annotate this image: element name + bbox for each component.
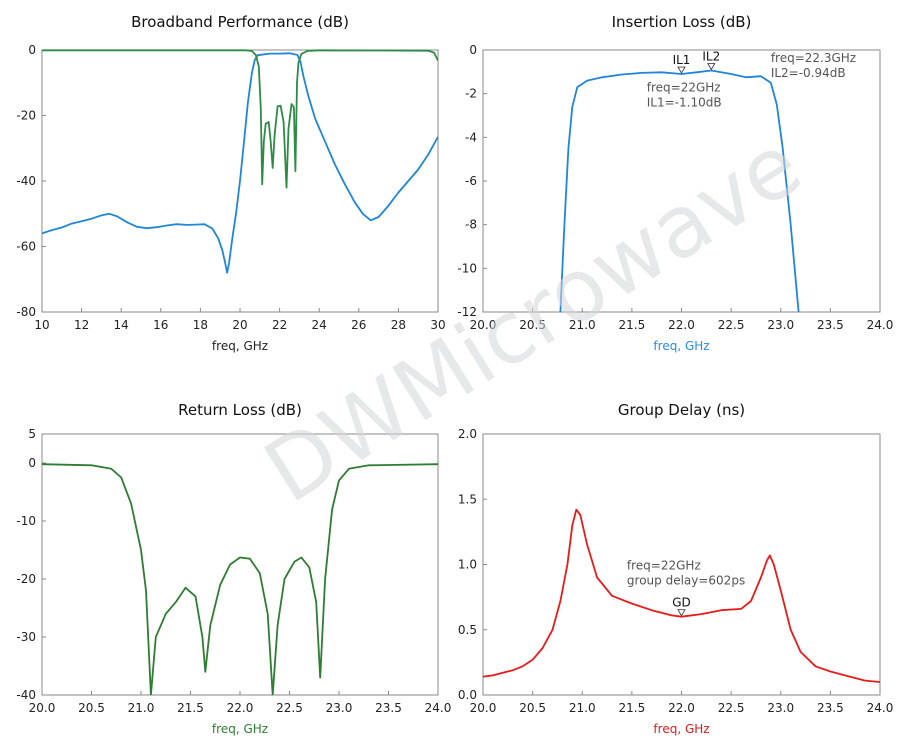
x-tick-label: 20.5: [519, 318, 546, 332]
x-tick-label: 20.0: [470, 701, 497, 715]
marker-readout: group delay=602ps: [627, 574, 745, 588]
y-tick-label: -20: [16, 109, 36, 123]
x-tick-label: 18: [193, 318, 208, 332]
chart-title: Return Loss (dB): [178, 401, 302, 419]
marker-label: IL2: [702, 50, 720, 64]
y-tick-label: -2: [465, 87, 477, 101]
chart-panel-2: Return Loss (dB) 20.0 20.5 21.0 21.5 22.0 22.5…: [16, 401, 451, 736]
y-tick-label: -40: [16, 688, 36, 702]
marker-readout: IL1=-1.10dB: [647, 95, 722, 109]
marker-readout: freq=22GHz: [627, 559, 701, 573]
x-tick-label: 20: [232, 318, 247, 332]
x-axis-label: freq, GHz: [653, 722, 709, 736]
x-tick-label: 24: [312, 318, 327, 332]
x-tick-label: 21.0: [128, 701, 155, 715]
x-tick-label: 20.5: [519, 701, 546, 715]
marker-triangle: [677, 66, 686, 74]
marker-triangle: [677, 609, 686, 617]
x-tick-label: 14: [114, 318, 129, 332]
y-tick-label: -4: [465, 130, 477, 144]
y-tick-label: 2.0: [458, 427, 477, 441]
y-tick-label: -80: [16, 305, 36, 319]
series-line-0: [42, 463, 438, 695]
chart-panel-1: Insertion Loss (dB) 20.0 20.5 21.0 21.5 22.0 2…: [457, 13, 893, 353]
x-tick-label: 23.0: [326, 701, 353, 715]
series-line-0: [42, 52, 438, 274]
y-tick-label: 0: [469, 43, 477, 57]
x-tick-label: 22.0: [668, 701, 695, 715]
x-axis-label: freq, GHz: [212, 722, 268, 736]
series-line-1: [42, 49, 438, 189]
y-tick-label: -40: [16, 174, 36, 188]
chart-panel-3: Group Delay (ns) 20.0 20.5 21.0 21.5 22.0 22.5…: [458, 401, 893, 736]
x-tick-label: 21.5: [177, 701, 204, 715]
y-tick-label: 0: [28, 456, 36, 470]
x-tick-label: 20.0: [29, 701, 56, 715]
x-tick-label: 23.5: [817, 318, 844, 332]
x-tick-label: 23.5: [817, 701, 844, 715]
x-tick-label: 20.5: [78, 701, 105, 715]
x-tick-label: 23.0: [767, 318, 794, 332]
x-tick-label: 21.5: [619, 318, 646, 332]
x-tick-label: 22.0: [227, 701, 254, 715]
y-tick-label: 1.0: [458, 558, 477, 572]
marker-triangle: [706, 63, 716, 71]
x-tick-label: 23.5: [375, 701, 402, 715]
x-tick-label: 22.0: [668, 318, 695, 332]
y-tick-label: -60: [16, 240, 36, 254]
x-tick-label: 24.0: [425, 701, 452, 715]
x-tick-label: 28: [391, 318, 406, 332]
x-tick-label: 23.0: [767, 701, 794, 715]
x-tick-label: 16: [153, 318, 168, 332]
x-axis-label: freq, GHz: [653, 339, 709, 353]
chart-panel-0: Broadband Performance (dB) 10 12 14 16 18 20 22…: [16, 13, 445, 353]
y-tick-label: -20: [16, 572, 36, 586]
marker-readout: freq=22GHz: [647, 80, 721, 94]
x-tick-label: 21.5: [619, 701, 646, 715]
y-tick-label: -8: [465, 218, 477, 232]
y-tick-label: -6: [465, 174, 477, 188]
y-tick-label: 1.5: [458, 492, 477, 506]
x-tick-label: 12: [74, 318, 89, 332]
y-tick-label: 0.5: [458, 623, 477, 637]
x-axis-label: freq, GHz: [212, 339, 268, 353]
x-tick-label: 20.0: [470, 318, 497, 332]
x-tick-label: 24.0: [867, 318, 894, 332]
y-tick-label: 0: [28, 43, 36, 57]
chart-title: Broadband Performance (dB): [131, 13, 349, 31]
series-line-0: [559, 69, 800, 312]
y-tick-label: -10: [16, 514, 36, 528]
series-line-0: [483, 508, 880, 683]
marker-readout: freq=22.3GHz: [771, 51, 856, 65]
y-tick-label: 5: [28, 427, 36, 441]
chart-title: Insertion Loss (dB): [612, 13, 752, 31]
x-tick-label: 21.0: [569, 318, 596, 332]
marker-readout: IL2=-0.94dB: [771, 66, 846, 80]
x-tick-label: 22.5: [718, 318, 745, 332]
y-tick-label: -30: [16, 630, 36, 644]
x-tick-label: 26: [351, 318, 366, 332]
marker-label: IL1: [673, 53, 691, 67]
x-tick-label: 22.5: [718, 701, 745, 715]
x-tick-label: 22: [272, 318, 287, 332]
x-tick-label: 10: [34, 318, 49, 332]
x-tick-label: 21.0: [569, 701, 596, 715]
y-tick-label: -12: [457, 305, 477, 319]
x-tick-label: 24.0: [867, 701, 894, 715]
x-tick-label: 30: [430, 318, 445, 332]
x-tick-label: 22.5: [276, 701, 303, 715]
y-tick-label: -10: [457, 261, 477, 275]
marker-label: GD: [672, 596, 691, 610]
chart-title: Group Delay (ns): [618, 401, 745, 419]
y-tick-label: 0.0: [458, 688, 477, 702]
